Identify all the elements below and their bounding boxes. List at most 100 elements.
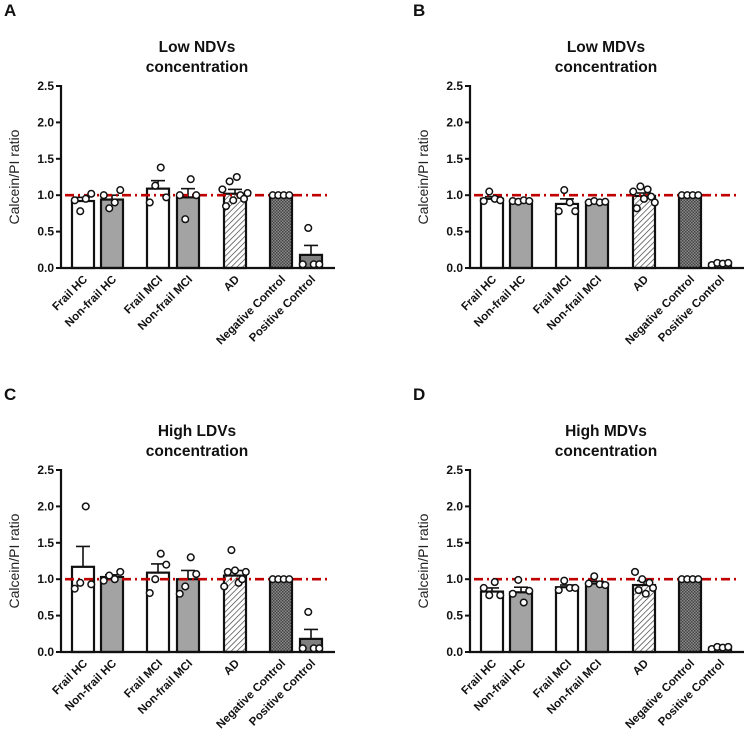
data-point — [648, 583, 658, 592]
x-tick-label: Non-frail MCI — [545, 658, 604, 717]
data-point — [145, 588, 154, 598]
data-point — [601, 197, 610, 206]
data-point — [221, 202, 231, 211]
bar — [99, 575, 125, 654]
data-point — [232, 172, 241, 182]
y-tick-label: 2.5 — [37, 79, 54, 93]
data-point — [116, 567, 125, 576]
chart-title: concentration — [146, 443, 248, 460]
bar — [268, 578, 294, 654]
panel-letter: A — [4, 1, 16, 20]
y-axis-label: Calcein/PI ratio — [6, 513, 22, 608]
y-tick-label: 2.0 — [37, 499, 54, 513]
data-point — [525, 196, 534, 206]
y-axis-label: Calcein/PI ratio — [6, 129, 22, 224]
data-point — [145, 198, 154, 207]
y-tick-label: 0.0 — [446, 645, 463, 659]
data-point — [304, 607, 313, 617]
data-point — [218, 185, 227, 194]
data-point — [315, 644, 324, 653]
chart-title: concentration — [555, 59, 657, 76]
data-point — [519, 598, 528, 607]
data-point — [192, 570, 201, 579]
bar — [268, 194, 294, 270]
data-point — [243, 188, 252, 198]
data-point — [230, 566, 240, 575]
data-point — [186, 175, 195, 184]
data-point — [724, 642, 733, 651]
data-point — [239, 194, 249, 203]
data-point — [151, 575, 160, 584]
y-tick-label: 2.0 — [446, 115, 463, 129]
y-tick-label: 1.0 — [37, 572, 54, 586]
chart-panel-a: A Low NDVs concentration Calcein/PI ratio 0.… — [4, 1, 335, 347]
y-axis-label: Calcein/PI ratio — [415, 513, 431, 608]
data-point — [639, 194, 649, 203]
data-point — [694, 191, 703, 200]
data-point — [479, 196, 488, 206]
panel-letter: C — [4, 385, 16, 404]
data-point — [156, 163, 165, 172]
data-point — [560, 186, 569, 195]
data-point — [87, 580, 96, 589]
data-point — [229, 196, 238, 205]
bar — [677, 194, 703, 270]
data-point — [285, 191, 294, 200]
data-point — [304, 223, 313, 233]
data-point — [105, 204, 114, 213]
y-tick-label: 2.5 — [37, 463, 54, 477]
data-point — [629, 187, 638, 196]
y-tick-label: 2.0 — [446, 499, 463, 513]
panel-letter: B — [413, 1, 425, 20]
data-point — [181, 215, 190, 224]
bar — [584, 582, 610, 654]
y-tick-label: 2.0 — [37, 115, 54, 129]
data-point — [298, 644, 307, 653]
data-point — [70, 196, 79, 205]
y-tick-label: 1.5 — [446, 152, 463, 166]
data-point — [560, 576, 569, 585]
y-tick-label: 1.5 — [37, 152, 54, 166]
data-point — [514, 575, 523, 584]
panel-letter: D — [413, 385, 425, 404]
data-point — [496, 196, 505, 205]
data-point — [87, 189, 96, 198]
data-point — [227, 546, 236, 555]
chart-title: Low NDVs — [159, 39, 236, 56]
data-point — [485, 591, 494, 600]
data-point — [116, 186, 125, 195]
bar — [175, 196, 201, 270]
y-tick-label: 1.0 — [446, 188, 463, 202]
data-point — [175, 589, 184, 598]
data-point — [636, 182, 645, 191]
y-tick-label: 1.0 — [37, 188, 54, 202]
data-point — [220, 582, 229, 591]
data-point — [238, 575, 247, 584]
data-point — [156, 549, 165, 558]
data-point — [81, 194, 90, 203]
y-tick-label: 2.5 — [446, 463, 463, 477]
data-point — [285, 575, 294, 584]
chart-title: High LDVs — [158, 423, 236, 440]
x-tick-label: Non-frail HC — [472, 658, 528, 714]
data-point — [105, 571, 114, 580]
data-point — [630, 567, 640, 576]
x-tick-label: AD — [222, 658, 242, 678]
data-point — [601, 580, 610, 590]
data-point — [525, 586, 534, 595]
data-point — [76, 207, 85, 216]
y-tick-label: 1.0 — [446, 572, 463, 586]
bar — [584, 200, 610, 270]
data-point — [186, 553, 195, 562]
data-point — [554, 207, 563, 216]
chart-title: High MDVs — [565, 423, 647, 440]
data-point — [634, 586, 643, 595]
bar — [508, 199, 534, 270]
data-point — [151, 181, 160, 190]
data-point — [241, 567, 250, 576]
data-point — [485, 187, 494, 196]
data-point — [81, 502, 90, 511]
x-tick-label: Non-frail HC — [63, 658, 119, 714]
y-tick-label: 0.5 — [37, 609, 54, 623]
y-tick-label: 0.5 — [37, 225, 54, 239]
